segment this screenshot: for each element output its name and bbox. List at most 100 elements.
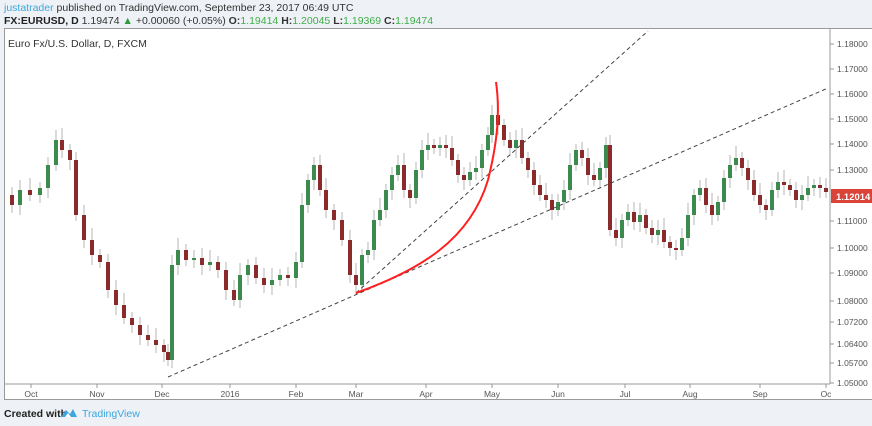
- price-chart[interactable]: 1.18000 1.17000 1.16000 1.15000 1.14000 1.130…: [0, 0, 872, 402]
- candle: [604, 145, 608, 168]
- candle: [614, 230, 618, 238]
- time-tick-label: Dec: [154, 389, 170, 399]
- candle: [550, 200, 554, 210]
- candle: [668, 242, 672, 248]
- candle: [10, 195, 14, 205]
- candle: [408, 190, 412, 198]
- candle: [650, 228, 654, 235]
- candle: [556, 202, 560, 210]
- created-with-label: Created with: [4, 408, 68, 420]
- candle: [232, 290, 236, 300]
- candle: [544, 195, 548, 200]
- candle: [752, 180, 756, 195]
- candle: [734, 158, 738, 165]
- candle: [270, 280, 274, 285]
- candle: [520, 140, 524, 158]
- candle: [306, 180, 310, 205]
- low-value: 1.19369: [343, 15, 382, 27]
- candle: [312, 165, 316, 180]
- candle: [60, 140, 64, 150]
- candle: [54, 140, 58, 165]
- chart-header: justatrader published on TradingView.com…: [0, 0, 872, 28]
- candle: [114, 290, 118, 305]
- symbol-label: FX:EURUSD, D: [4, 15, 79, 27]
- candle: [806, 188, 810, 195]
- time-tick-label: Apr: [419, 389, 432, 399]
- candle: [626, 212, 630, 220]
- candle: [154, 340, 158, 345]
- price-tick-label: 1.16000: [837, 89, 868, 99]
- candle: [318, 165, 322, 190]
- time-tick-label: Jul: [620, 389, 631, 399]
- last-price: 1.19474: [81, 15, 120, 27]
- candle: [340, 220, 344, 240]
- time-tick-label: Mar: [349, 389, 364, 399]
- candle: [480, 150, 484, 168]
- candle: [332, 210, 336, 220]
- candle: [262, 278, 266, 285]
- candle: [680, 238, 684, 250]
- chart-title: Euro Fx/U.S. Dollar, D, FXCM: [8, 38, 147, 50]
- symbol-info-line: FX:EURUSD, D 1.19474 ▲ +0.00060 (+0.05%)…: [4, 15, 433, 27]
- publish-line: justatrader published on TradingView.com…: [4, 2, 353, 14]
- price-tick-label: 1.06400: [837, 339, 868, 349]
- candle: [162, 345, 166, 352]
- candle: [770, 190, 774, 210]
- candle: [396, 165, 400, 175]
- price-tick-label: 1.05000: [837, 378, 868, 388]
- candle: [432, 145, 436, 148]
- candle: [138, 325, 142, 335]
- candle: [686, 215, 690, 238]
- price-tick-label: 1.09000: [837, 268, 868, 278]
- candle: [782, 182, 786, 185]
- candle: [818, 185, 822, 188]
- candle: [692, 195, 696, 215]
- price-tick-label: 1.15000: [837, 114, 868, 124]
- candle: [324, 190, 328, 210]
- parabolic-curve[interactable]: [355, 81, 499, 294]
- candle: [170, 265, 174, 360]
- dashed-trendline-lower[interactable]: [167, 87, 829, 378]
- candle: [468, 172, 472, 180]
- candle: [98, 255, 102, 262]
- candle: [728, 165, 732, 178]
- tradingview-cloud-icon[interactable]: [60, 406, 78, 418]
- candle: [390, 175, 394, 190]
- candle: [366, 250, 370, 255]
- candle: [238, 275, 242, 300]
- author-link[interactable]: justatrader: [4, 2, 54, 14]
- price-tick-label: 1.11000: [837, 216, 867, 226]
- candle: [444, 145, 448, 148]
- candle: [354, 275, 358, 285]
- triangle-up-icon: ▲: [122, 15, 133, 27]
- candle: [740, 158, 744, 168]
- time-tick-label: Feb: [289, 389, 304, 399]
- candle: [800, 195, 804, 200]
- candle: [372, 220, 376, 250]
- candle: [632, 212, 636, 222]
- candle: [824, 188, 828, 192]
- candle: [514, 140, 518, 148]
- price-tick-label: 1.08000: [837, 296, 868, 306]
- time-tick-label: May: [484, 389, 501, 399]
- close-label: C:: [384, 15, 396, 27]
- candle: [360, 255, 364, 285]
- dashed-trendline-upper[interactable]: [355, 30, 649, 294]
- candle: [508, 140, 512, 148]
- candle: [224, 270, 228, 290]
- candle: [146, 335, 150, 340]
- candle: [598, 168, 602, 180]
- tradingview-brand-link[interactable]: TradingView: [82, 408, 140, 420]
- candle: [716, 202, 720, 215]
- price-tick-label: 1.13000: [837, 165, 868, 175]
- candle: [758, 195, 762, 205]
- price-axis[interactable]: 1.18000 1.17000 1.16000 1.15000 1.14000 1.130…: [830, 39, 868, 388]
- time-axis[interactable]: Oct Nov Dec 2016 Feb Mar Apr May Jun Jul Aug Sep Oc: [24, 384, 832, 399]
- candle: [18, 190, 22, 205]
- candle: [426, 145, 430, 150]
- time-tick-label: Nov: [89, 389, 105, 399]
- candle: [656, 230, 660, 235]
- candle: [28, 190, 32, 195]
- candle: [208, 262, 212, 265]
- price-tick-label: 1.17000: [837, 64, 868, 74]
